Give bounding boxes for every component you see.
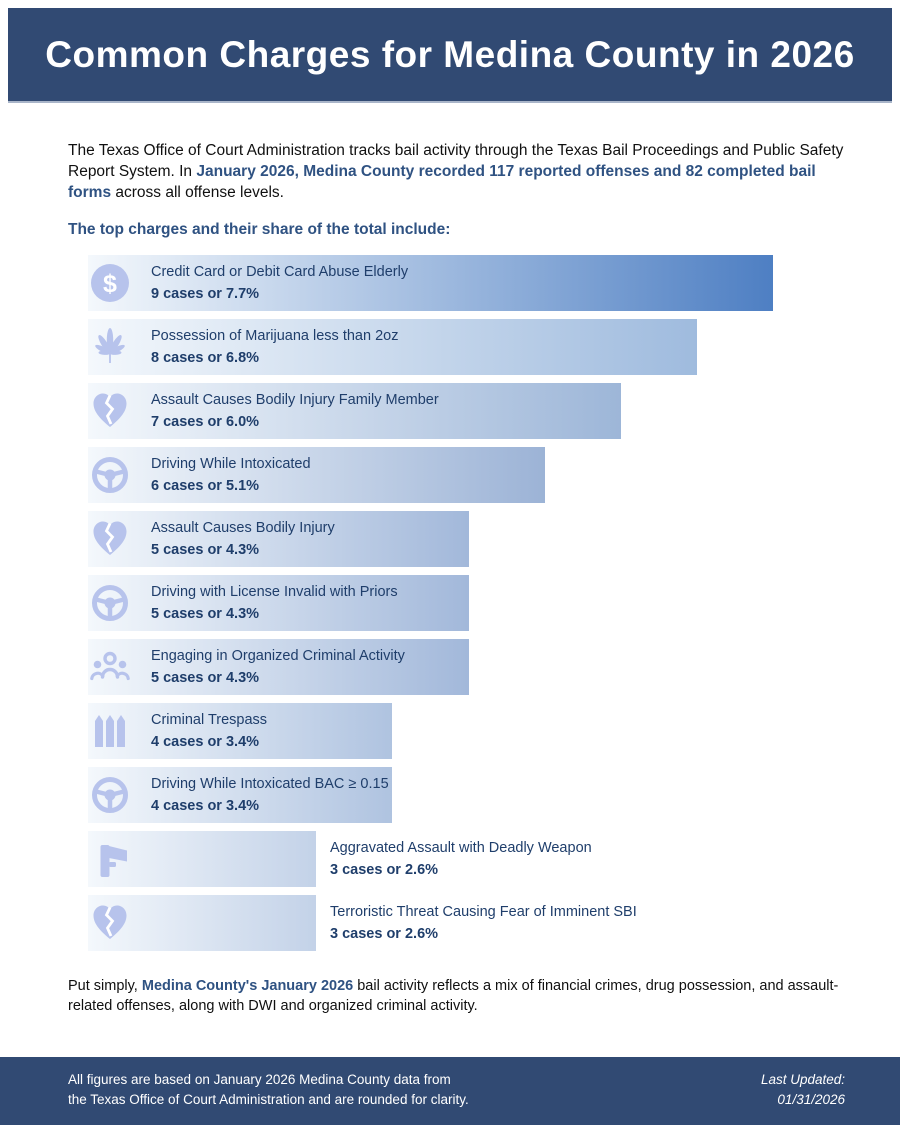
charge-row: Engaging in Organized Criminal Activity 5…: [88, 639, 888, 695]
broken-heart-icon: [90, 903, 130, 943]
intro-paragraph: The Texas Office of Court Administration…: [68, 140, 846, 204]
handgun-icon: [90, 839, 130, 879]
charge-bar: [88, 319, 697, 375]
charge-text: Driving While Intoxicated 6 cases or 5.1%: [151, 456, 311, 494]
marijuana-leaf-icon: [90, 327, 130, 367]
last-updated-label: Last Updated:: [760, 1072, 845, 1087]
charge-bar: [88, 447, 545, 503]
charge-label: Driving While Intoxicated: [151, 456, 311, 472]
charge-bar: [88, 639, 469, 695]
charge-label: Driving While Intoxicated BAC ≥ 0.15: [151, 776, 389, 792]
steering-wheel-icon: [90, 583, 130, 623]
charge-bar: [88, 575, 469, 631]
charge-row: Aggravated Assault with Deadly Weapon 3 c…: [88, 831, 888, 887]
charge-bar: [88, 895, 316, 951]
charge-stats: 5 cases or 4.3%: [151, 542, 260, 558]
charge-row: Driving While Intoxicated 6 cases or 5.1%: [88, 447, 888, 503]
charge-text: Terroristic Threat Causing Fear of Immin…: [330, 904, 637, 942]
charge-bar: [88, 383, 621, 439]
outro-text-highlight: Medina County's January 2026: [141, 978, 354, 994]
people-group-icon: [90, 647, 130, 687]
charge-stats: 4 cases or 3.4%: [151, 798, 260, 814]
charge-stats: 5 cases or 4.3%: [151, 670, 260, 686]
intro-text-pre: The Texas Office of Court Administration…: [68, 142, 844, 181]
steering-wheel-icon: [90, 775, 130, 815]
charge-row: Assault Causes Bodily Injury 5 cases or 4…: [88, 511, 888, 567]
charge-stats: 6 cases or 5.1%: [151, 478, 260, 494]
charge-label: Possession of Marijuana less than 2oz: [151, 328, 399, 344]
charge-row: Driving with License Invalid with Priors…: [88, 575, 888, 631]
svg-text:$: $: [103, 270, 117, 298]
charge-row: Assault Causes Bodily Injury Family Memb…: [88, 383, 888, 439]
section-heading: The top charges and their share of the t…: [68, 220, 451, 238]
footer-line-1: All figures are based on January 2026 Me…: [68, 1072, 451, 1087]
charge-row: Terroristic Threat Causing Fear of Immin…: [88, 895, 888, 951]
outro-paragraph: Put simply, Medina County's January 2026…: [68, 976, 858, 1017]
charge-text: Driving with License Invalid with Priors…: [151, 584, 398, 622]
footer-last-updated: Last Updated: 01/31/2026: [761, 1070, 845, 1111]
charge-text: Criminal Trespass 4 cases or 3.4%: [151, 712, 267, 750]
outro-text-pre: Put simply,: [68, 978, 142, 994]
charge-text: Engaging in Organized Criminal Activity 5…: [151, 648, 405, 686]
broken-heart-icon: [90, 519, 130, 559]
charge-label: Aggravated Assault with Deadly Weapon: [330, 840, 592, 856]
charge-stats: 3 cases or 2.6%: [330, 862, 439, 878]
page-title: Common Charges for Medina County in 2026: [45, 33, 855, 75]
charge-text: Driving While Intoxicated BAC ≥ 0.15 4 ca…: [151, 776, 389, 814]
charge-bar: [88, 255, 773, 311]
charge-text: Credit Card or Debit Card Abuse Elderly 9…: [151, 264, 408, 302]
charge-bar: [88, 767, 392, 823]
intro-text-post: across all offense levels.: [111, 184, 284, 202]
charge-label: Credit Card or Debit Card Abuse Elderly: [151, 264, 409, 280]
charge-text: Assault Causes Bodily Injury 5 cases or 4…: [151, 520, 335, 558]
charge-label: Assault Causes Bodily Injury Family Memb…: [151, 392, 439, 408]
charge-row: Driving While Intoxicated BAC ≥ 0.15 4 ca…: [88, 767, 888, 823]
charge-text: Possession of Marijuana less than 2oz 8 c…: [151, 328, 398, 366]
steering-wheel-icon: [90, 455, 130, 495]
dollar-icon: $: [90, 263, 130, 303]
intro-section: The Texas Office of Court Administration…: [68, 140, 846, 239]
charge-text: Aggravated Assault with Deadly Weapon 3 c…: [330, 840, 592, 878]
charge-stats: 4 cases or 3.4%: [151, 734, 260, 750]
charge-row: Criminal Trespass 4 cases or 3.4%: [88, 703, 888, 759]
fence-icon: [90, 711, 130, 751]
charge-label: Terroristic Threat Causing Fear of Immin…: [330, 904, 637, 920]
last-updated-date: 01/31/2026: [777, 1092, 845, 1108]
charge-label: Criminal Trespass: [151, 712, 268, 728]
charge-stats: 5 cases or 4.3%: [151, 606, 260, 622]
charge-label: Driving with License Invalid with Priors: [151, 584, 398, 600]
charge-label: Assault Causes Bodily Injury: [151, 520, 335, 536]
charges-bar-chart: $ Credit Card or Debit Card Abuse Elderly…: [88, 255, 888, 959]
outro-text-post: bail activity reflects a mix of financia…: [68, 978, 839, 1015]
charge-stats: 7 cases or 6.0%: [151, 414, 260, 430]
charge-bar: [88, 511, 469, 567]
footer-attribution: All figures are based on January 2026 Me…: [68, 1070, 469, 1111]
charge-bar: [88, 703, 392, 759]
charge-stats: 8 cases or 6.8%: [151, 350, 260, 366]
broken-heart-icon: [90, 391, 130, 431]
footer-line-2: the Texas Office of Court Administration…: [68, 1092, 469, 1108]
charge-row: Possession of Marijuana less than 2oz 8 c…: [88, 319, 888, 375]
charge-label: Engaging in Organized Criminal Activity: [151, 648, 405, 664]
charge-stats: 3 cases or 2.6%: [330, 926, 439, 942]
intro-text-highlight: January 2026, Medina County recorded 117…: [68, 163, 816, 202]
header-band: Common Charges for Medina County in 2026: [8, 8, 892, 103]
charge-stats: 9 cases or 7.7%: [151, 286, 260, 302]
charge-text: Assault Causes Bodily Injury Family Memb…: [151, 392, 439, 430]
footer-band: All figures are based on January 2026 Me…: [0, 1057, 900, 1125]
charge-row: $ Credit Card or Debit Card Abuse Elderly…: [88, 255, 888, 311]
